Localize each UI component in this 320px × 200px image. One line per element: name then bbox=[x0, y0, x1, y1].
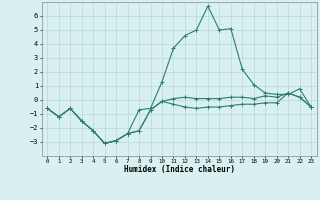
X-axis label: Humidex (Indice chaleur): Humidex (Indice chaleur) bbox=[124, 165, 235, 174]
